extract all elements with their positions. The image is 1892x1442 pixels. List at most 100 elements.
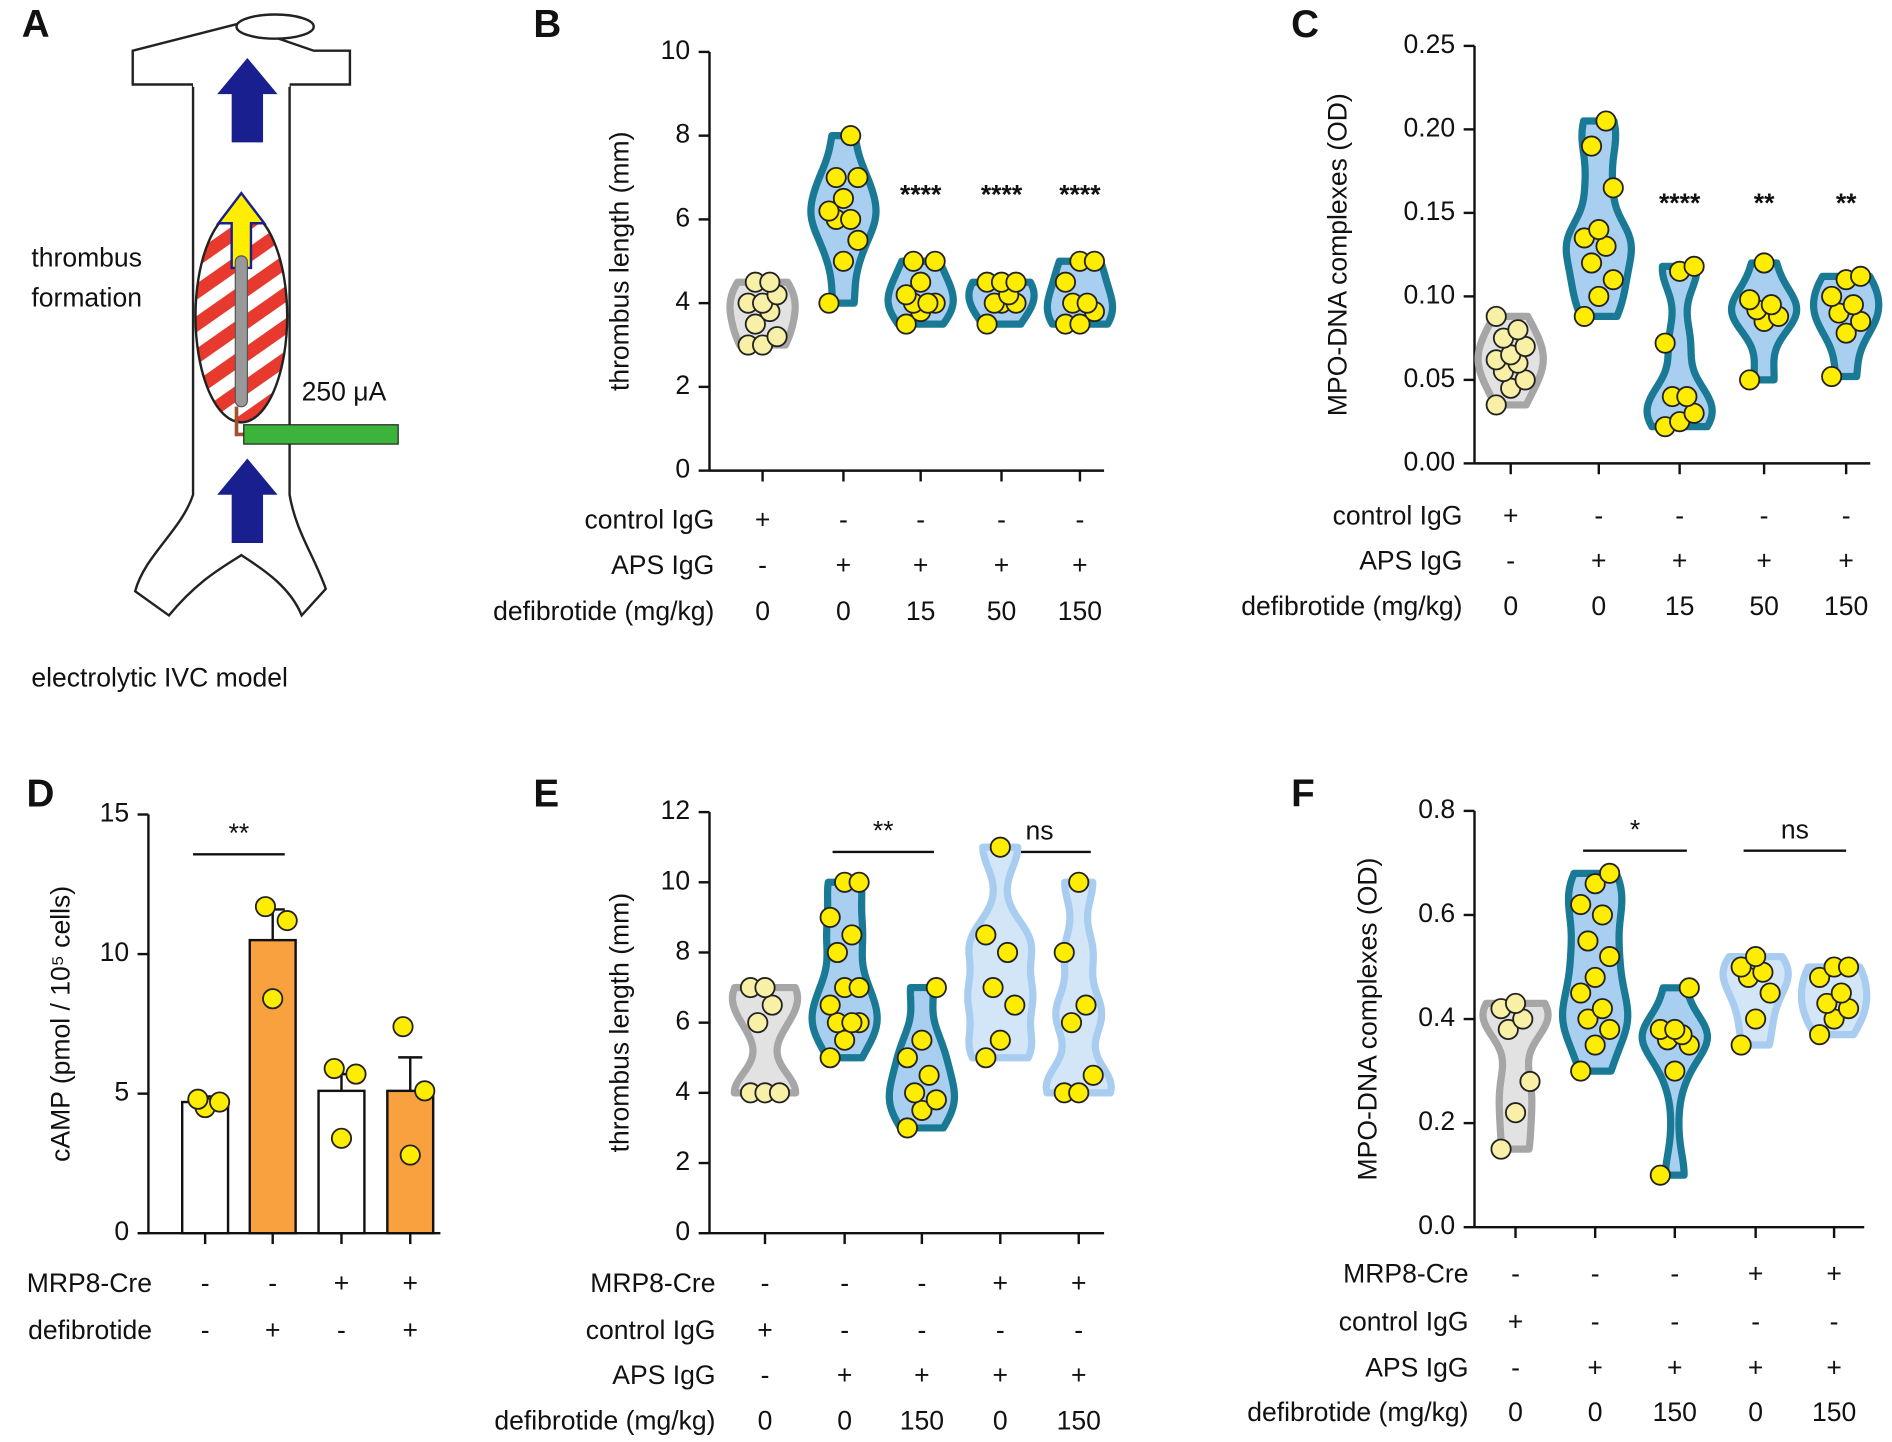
- data-point: [1842, 294, 1864, 316]
- row-cell: +: [1672, 545, 1688, 575]
- data-point: [896, 1047, 918, 1069]
- data-point: [847, 229, 869, 251]
- data-point: [975, 1047, 997, 1069]
- data-point: [1759, 982, 1781, 1004]
- row-label: MRP8-Cre: [27, 1268, 152, 1298]
- data-point: [1664, 1060, 1686, 1082]
- data-point: [761, 994, 783, 1016]
- y-tick-label: 4: [675, 286, 690, 316]
- y-tick-label: 6: [675, 1006, 690, 1036]
- violin: [1643, 262, 1716, 431]
- data-point: [1075, 994, 1097, 1016]
- y-tick-label: 8: [675, 935, 690, 965]
- data-point: [925, 1089, 947, 1111]
- data-point: [819, 994, 841, 1016]
- flow-arrow: [217, 57, 278, 143]
- row-label: control IgG: [586, 1315, 716, 1345]
- row-cell: +: [1826, 1353, 1842, 1383]
- data-point: [925, 977, 947, 999]
- row-cell: +: [755, 504, 771, 534]
- panel-label: D: [27, 773, 55, 816]
- data-point: [996, 941, 1019, 964]
- row-cell: -: [1670, 1258, 1679, 1288]
- violin: [728, 983, 802, 1097]
- data-point: [1584, 1034, 1606, 1056]
- data-point: [744, 313, 766, 335]
- row-cell: +: [1587, 1353, 1603, 1383]
- data-point: [819, 906, 841, 928]
- data-point: [1591, 998, 1613, 1020]
- data-point: [840, 208, 862, 230]
- row-label: defibrotide (mg/kg): [493, 596, 714, 626]
- y-tick-label: 5: [114, 1077, 129, 1107]
- row-cell: 150: [1058, 596, 1102, 626]
- data-point: [848, 871, 870, 893]
- row-cell: -: [1511, 1353, 1520, 1383]
- data-point: [1507, 319, 1529, 341]
- data-point: [1745, 1008, 1767, 1030]
- data-point: [1577, 930, 1599, 952]
- data-point: [1816, 992, 1838, 1014]
- y-tick-label: 0.6: [1418, 898, 1455, 928]
- data-point: [826, 941, 848, 964]
- data-point: [1588, 285, 1610, 307]
- data-point: [754, 977, 776, 999]
- data-point: [832, 187, 854, 210]
- y-tick-label: 4: [675, 1076, 690, 1106]
- row-cell: -: [997, 504, 1006, 534]
- row-cell: +: [1756, 545, 1772, 575]
- y-tick-label: 10: [100, 937, 130, 967]
- y-tick-label: 10: [661, 35, 691, 65]
- y-tick-label: 0.8: [1418, 794, 1455, 824]
- diagram-label: 250 μA: [302, 376, 387, 406]
- panel-label: F: [1291, 773, 1315, 816]
- data-point: [1519, 1070, 1541, 1093]
- data-point: [895, 313, 917, 335]
- row-cell: +: [1072, 550, 1088, 580]
- data-point: [1676, 386, 1698, 408]
- row-cell: 150: [1653, 1397, 1697, 1427]
- row-label: MRP8-Cre: [590, 1268, 715, 1298]
- data-point: [1580, 135, 1603, 157]
- y-tick-label: 0.2: [1418, 1106, 1455, 1136]
- data-point: [1570, 1060, 1592, 1082]
- y-tick-label: 0.15: [1404, 196, 1456, 226]
- row-cell: 0: [1591, 591, 1606, 621]
- row-cell: +: [914, 1360, 930, 1390]
- data-point: [1577, 1008, 1599, 1030]
- ivc-diagram: A thrombus formation 250 μA electrolytic…: [22, 3, 399, 692]
- y-tick-label: 2: [675, 1146, 690, 1176]
- data-point: [924, 250, 946, 272]
- y-axis-label: thrombus length (mm): [604, 132, 634, 392]
- row-cell: +: [1748, 1258, 1764, 1288]
- data-point: [818, 292, 840, 314]
- data-point: [818, 200, 840, 222]
- data-point: [392, 1016, 414, 1038]
- row-cell: +: [334, 1268, 350, 1298]
- row-cell: -: [1670, 1307, 1679, 1337]
- row-cell: -: [839, 504, 848, 534]
- row-cell: +: [1508, 1307, 1524, 1337]
- row-cell: 0: [758, 1406, 773, 1436]
- data-point: [345, 1063, 367, 1085]
- wire: [234, 255, 248, 408]
- data-point: [1753, 252, 1775, 274]
- data-point: [1588, 219, 1610, 241]
- data-point: [1069, 313, 1091, 335]
- data-point: [819, 1047, 841, 1069]
- row-cell: -: [1511, 1258, 1520, 1288]
- bar: [317, 1089, 366, 1235]
- violin: [1042, 878, 1115, 1097]
- data-point: [834, 1029, 856, 1051]
- data-point: [1490, 1138, 1512, 1160]
- row-cell: -: [761, 1268, 770, 1298]
- y-tick-label: 0.10: [1404, 279, 1456, 309]
- row-cell: +: [993, 1360, 1008, 1390]
- data-point: [1730, 1034, 1752, 1056]
- data-point: [1838, 956, 1860, 978]
- data-point: [187, 1088, 209, 1110]
- row-cell: -: [1842, 501, 1851, 531]
- significance-label: ****: [1059, 180, 1101, 210]
- data-point: [1580, 252, 1603, 274]
- row-cell: +: [836, 550, 851, 580]
